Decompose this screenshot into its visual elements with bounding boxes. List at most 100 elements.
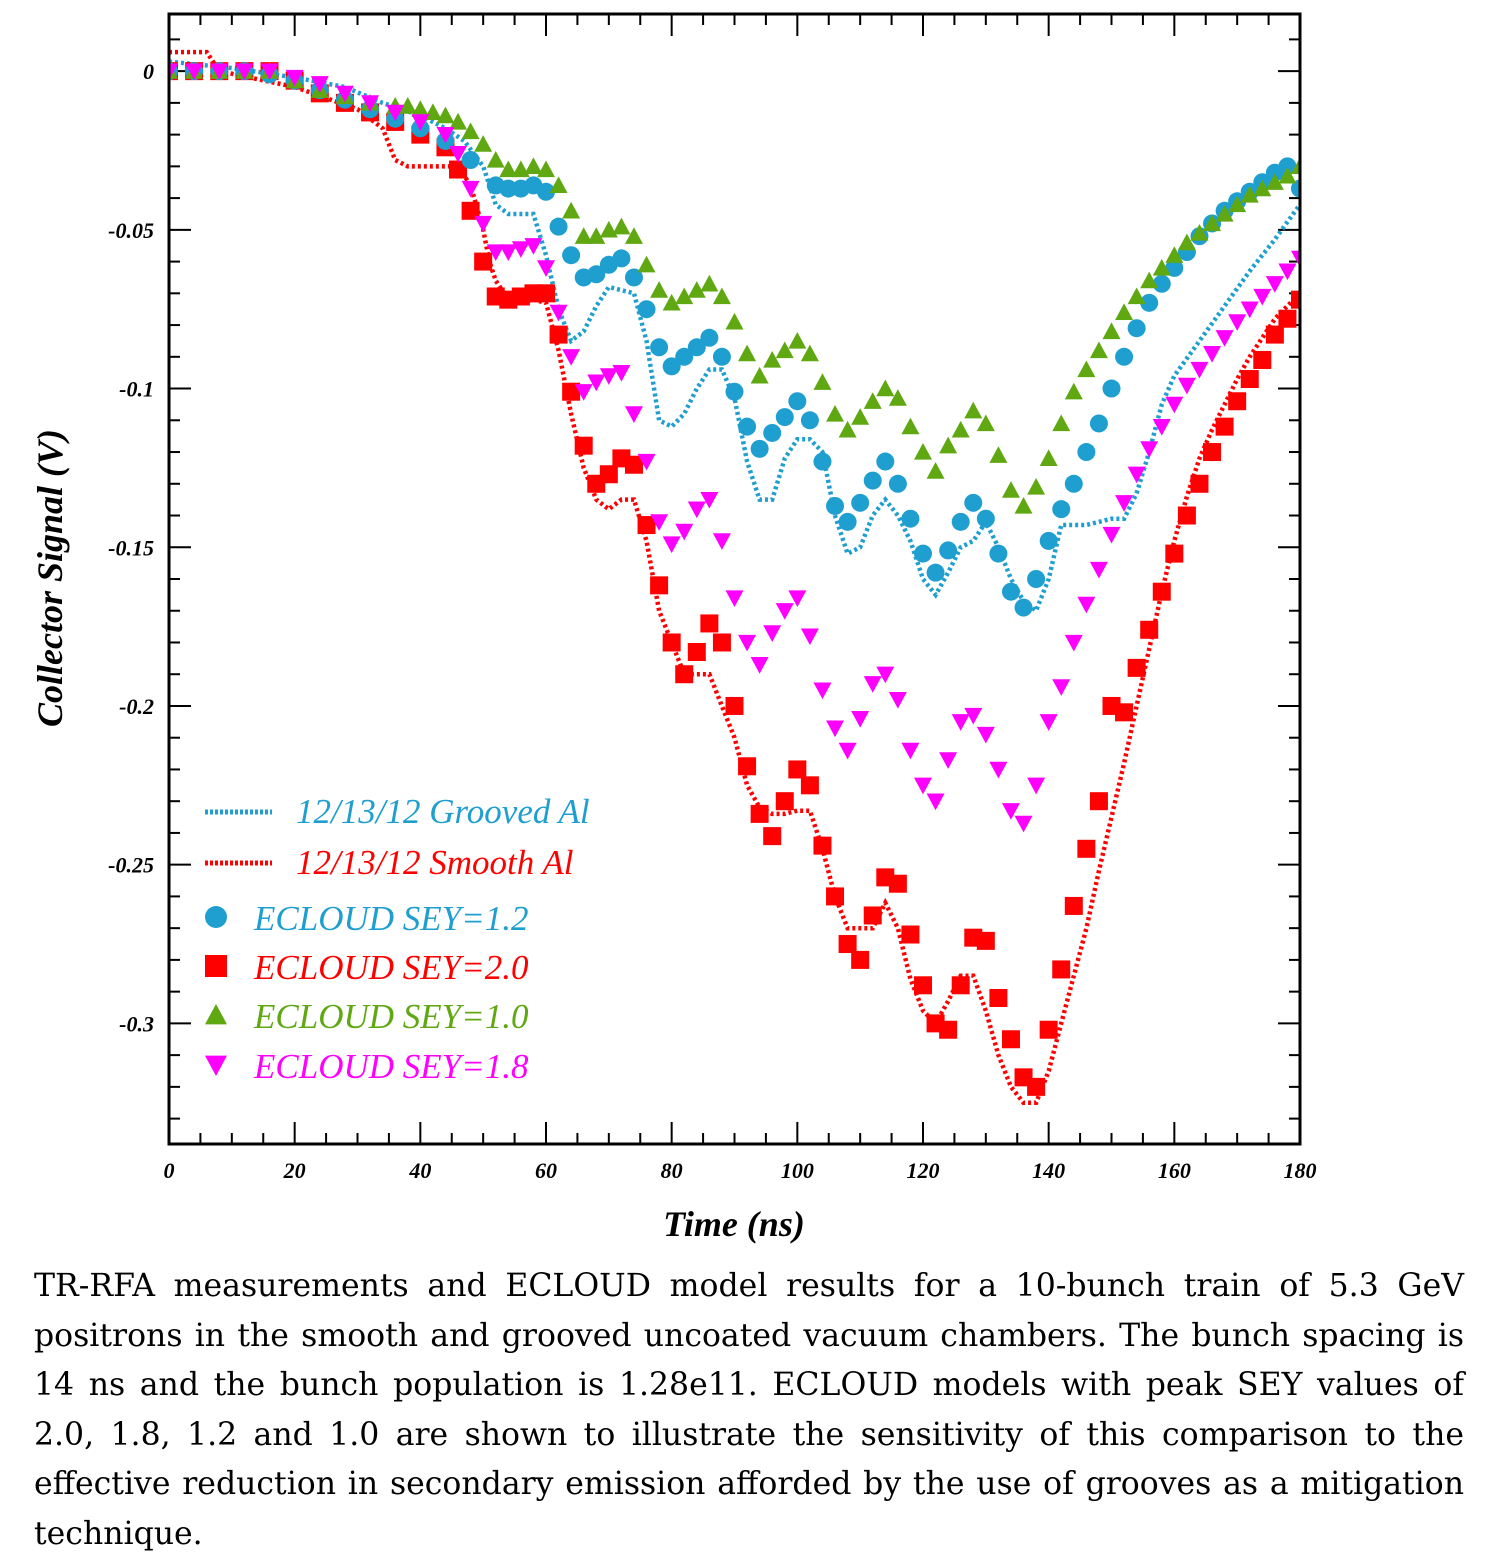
data-point [1165, 544, 1184, 563]
x-tick-label: 180 [1284, 1158, 1317, 1183]
data-point [863, 471, 882, 490]
data-point [976, 931, 995, 950]
data-point [1052, 960, 1071, 979]
data-point [511, 241, 530, 258]
data-point [775, 603, 794, 620]
data-point [587, 227, 606, 244]
data-point [675, 347, 694, 366]
data-point [914, 777, 932, 795]
legend-entry: ECLOUD SEY=2.0 [205, 948, 529, 987]
data-point [474, 252, 493, 271]
series-3 [169, 62, 1300, 1096]
data-point [1052, 679, 1071, 696]
legend-label: ECLOUD SEY=2.0 [253, 948, 529, 987]
data-point [1152, 418, 1171, 436]
data-point [461, 180, 480, 198]
data-point [738, 417, 757, 436]
x-tick-label: 40 [408, 1158, 431, 1183]
data-point [700, 328, 719, 347]
data-point [1064, 382, 1083, 400]
data-point [1165, 396, 1184, 414]
data-point [964, 401, 983, 419]
data-point [599, 368, 618, 385]
data-point [725, 590, 744, 608]
data-point [537, 260, 555, 277]
data-point [826, 887, 845, 906]
data-point [335, 85, 354, 103]
data-point [1253, 350, 1272, 369]
data-point [185, 63, 204, 81]
data-point [1001, 803, 1020, 820]
data-point [725, 696, 744, 715]
data-point [637, 453, 656, 471]
data-point [1240, 370, 1259, 389]
data-point [1127, 287, 1146, 305]
data-point [474, 135, 493, 152]
data-point [951, 420, 970, 438]
y-tick-label: -0.1 [119, 377, 154, 402]
x-tick-label: 140 [1032, 1158, 1065, 1183]
data-point [1228, 392, 1247, 411]
data-point [687, 338, 706, 357]
data-point [914, 976, 932, 995]
data-point [1027, 777, 1046, 795]
data-point [675, 665, 694, 684]
data-point [1027, 1077, 1046, 1096]
legend-marker-swatch [205, 1004, 227, 1025]
data-point [524, 238, 543, 255]
data-point [1165, 246, 1184, 263]
data-point [813, 452, 832, 471]
x-tick-label: 20 [283, 1158, 306, 1183]
plot-frame [167, 12, 1302, 1146]
data-point [750, 366, 769, 384]
x-tick-label: 120 [907, 1158, 940, 1183]
data-point [537, 182, 555, 201]
data-point [788, 331, 807, 349]
data-point [1001, 582, 1020, 601]
data-point [788, 760, 807, 779]
data-point [562, 246, 581, 265]
data-point [813, 682, 832, 700]
tick-labels: 0 20 40 60 80 100 120 140 160 180 0 -0.05 -0.1 -0.15 -… [108, 59, 1316, 1183]
data-point [1228, 195, 1247, 213]
data-point [1165, 258, 1184, 277]
data-point [1102, 379, 1121, 398]
data-point [537, 284, 555, 303]
data-point [612, 365, 631, 382]
data-point [587, 374, 606, 392]
series-1 [169, 49, 1300, 1105]
data-point [989, 761, 1008, 779]
data-point [826, 720, 845, 738]
data-point [851, 493, 870, 512]
series-5 [169, 63, 1300, 833]
data-point [1115, 703, 1134, 722]
data-point [775, 792, 794, 811]
data-point [675, 523, 694, 541]
data-point [1140, 271, 1159, 289]
data-point [486, 151, 505, 168]
y-tick-label: -0.25 [108, 853, 154, 878]
data-point [285, 69, 304, 87]
data-point [260, 63, 279, 81]
data-point [1127, 466, 1146, 484]
data-point [1278, 157, 1297, 176]
data-point [1077, 839, 1096, 858]
data-point [1265, 276, 1284, 293]
data-point [436, 106, 455, 124]
data-point [901, 417, 920, 435]
legend-marker-swatch [205, 906, 227, 928]
data-point [1291, 250, 1300, 268]
data-point [1140, 620, 1159, 639]
data-point [763, 827, 782, 846]
data-point [499, 160, 518, 178]
data-point [888, 389, 907, 406]
data-point [1001, 1030, 1020, 1049]
data-point [650, 576, 669, 595]
figure-caption: TR-RFA measurements and ECLOUD model res… [34, 1268, 1464, 1552]
data-point [750, 439, 769, 458]
legend-entry: 12/13/12 Grooved Al [205, 792, 590, 831]
data-point [361, 95, 380, 112]
data-point [712, 633, 731, 652]
data-point [537, 160, 555, 178]
data-point [951, 714, 970, 731]
